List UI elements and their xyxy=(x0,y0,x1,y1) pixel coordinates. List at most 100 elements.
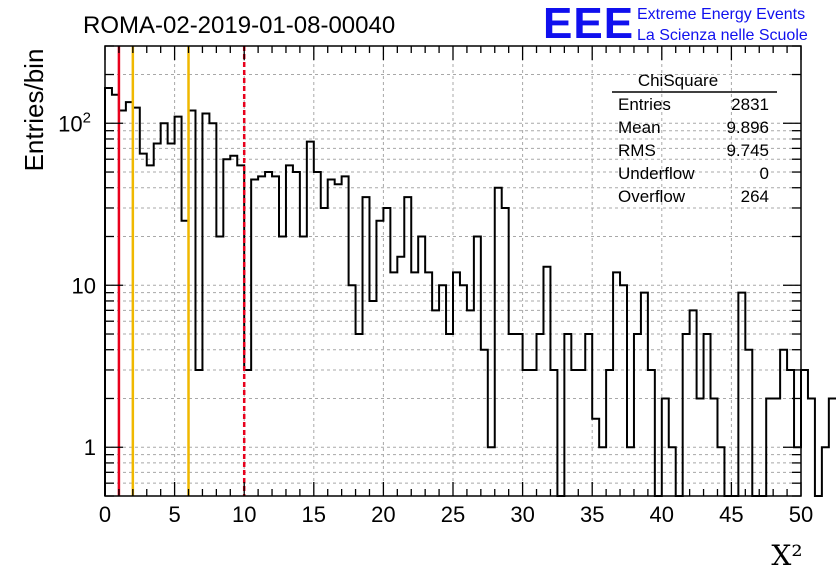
histogram-bin xyxy=(418,237,425,496)
y-tick-label: 10 xyxy=(72,273,96,298)
histogram-bin xyxy=(509,334,516,496)
histogram-bin xyxy=(411,272,418,496)
histogram-bin xyxy=(175,117,182,496)
histogram-bin xyxy=(265,172,272,496)
histogram-bin xyxy=(495,188,502,496)
histogram-bin xyxy=(550,370,557,496)
histogram-bin xyxy=(669,447,676,496)
histogram-bin xyxy=(592,419,599,496)
histogram-bin xyxy=(223,159,230,496)
histogram-bin xyxy=(209,123,216,496)
histogram-bin xyxy=(599,447,606,496)
histogram-bin xyxy=(808,398,815,496)
x-tick-label: 25 xyxy=(441,502,465,527)
histogram-bin xyxy=(195,370,202,496)
histogram-bin xyxy=(161,123,168,496)
histogram-bin xyxy=(251,179,258,496)
histogram-outline xyxy=(104,87,836,497)
histogram-bin xyxy=(543,267,550,496)
histogram-bin xyxy=(168,144,175,496)
y-tick-label: 1 xyxy=(84,435,96,460)
x-axis-title: X² xyxy=(771,539,802,572)
histogram-bin xyxy=(571,370,578,496)
histogram-bin xyxy=(537,334,544,496)
histogram-bin xyxy=(439,285,446,496)
histogram-bin xyxy=(328,179,335,496)
histogram-bin xyxy=(335,184,342,496)
x-tick-label: 20 xyxy=(371,502,395,527)
histogram-series xyxy=(104,87,836,497)
stats-name: ChiSquare xyxy=(638,71,718,90)
histogram-bin xyxy=(704,334,711,496)
logo-line-1: Extreme Energy Events xyxy=(637,6,805,23)
histogram-bin xyxy=(321,208,328,496)
x-tick-label: 45 xyxy=(719,502,743,527)
stats-label: RMS xyxy=(618,141,656,160)
histogram-bin xyxy=(216,237,223,496)
histogram-bin xyxy=(363,197,370,496)
histogram-bin xyxy=(446,334,453,496)
histogram-bin xyxy=(230,156,237,496)
histogram-bin xyxy=(474,237,481,496)
x-tick-label: 0 xyxy=(99,502,111,527)
histogram-bin xyxy=(738,293,745,496)
histogram-bin xyxy=(286,165,293,496)
histogram-bin xyxy=(662,398,669,496)
stats-label: Overflow xyxy=(618,187,686,206)
histogram-bin xyxy=(745,350,752,496)
histogram-bin xyxy=(488,447,495,496)
histogram-bin xyxy=(202,113,209,496)
histogram-bin xyxy=(147,165,154,496)
histogram-bin xyxy=(383,208,390,496)
histogram-bin xyxy=(717,447,724,496)
logo-letters: EEE xyxy=(543,0,634,48)
histogram-bin xyxy=(641,293,648,496)
histogram-bin xyxy=(648,370,655,496)
stats-value: 2831 xyxy=(731,95,769,114)
histogram-bin xyxy=(564,334,571,496)
stats-value: 264 xyxy=(741,187,769,206)
logo-line-2: La Scienza nelle Scuole xyxy=(637,27,808,44)
histogram-bin xyxy=(140,154,147,496)
histogram-bin xyxy=(780,350,787,496)
x-tick-label: 10 xyxy=(232,502,256,527)
x-tick-label: 5 xyxy=(168,502,180,527)
x-tick-label: 30 xyxy=(510,502,534,527)
histogram-bin xyxy=(307,142,314,496)
histogram-bin xyxy=(314,172,321,496)
histogram-bin xyxy=(822,447,829,496)
eee-logo: EEE Extreme Energy Events La Scienza nel… xyxy=(543,0,808,48)
histogram-bin xyxy=(293,172,300,496)
histogram-bin xyxy=(279,237,286,496)
histogram-bin xyxy=(606,370,613,496)
histogram-bin xyxy=(829,398,836,496)
histogram-bin xyxy=(516,334,523,496)
histogram-bin xyxy=(690,310,697,496)
histogram-bin xyxy=(481,350,488,496)
histogram-bin xyxy=(397,257,404,496)
stats-label: Entries xyxy=(618,95,671,114)
chart-title: ROMA-02-2019-01-08-00040 xyxy=(83,12,395,39)
histogram-bin xyxy=(404,197,411,496)
stats-value: 9.745 xyxy=(726,141,769,160)
histogram-bin xyxy=(356,334,363,496)
y-tick-label: 102 xyxy=(58,109,91,136)
histogram-bin xyxy=(349,285,356,496)
histogram-bin xyxy=(613,272,620,496)
histogram-bin xyxy=(697,398,704,496)
stats-value: 9.896 xyxy=(726,118,769,137)
histogram-bin xyxy=(787,370,794,496)
axes: 0 5 10 15 20 25 30 35 40 45 50 1 10 102 xyxy=(58,45,813,527)
histogram-bin xyxy=(467,310,474,496)
histogram-bin xyxy=(502,208,509,496)
histogram-bin xyxy=(390,272,397,496)
histogram-bin xyxy=(585,334,592,496)
histogram-bin xyxy=(766,398,773,496)
histogram-bin xyxy=(258,176,265,496)
histogram-bin xyxy=(432,310,439,496)
histogram-bin xyxy=(272,176,279,496)
histogram-bin xyxy=(369,301,376,496)
histogram-bin xyxy=(620,285,627,496)
x-tick-label: 50 xyxy=(789,502,813,527)
x-tick-label: 40 xyxy=(650,502,674,527)
